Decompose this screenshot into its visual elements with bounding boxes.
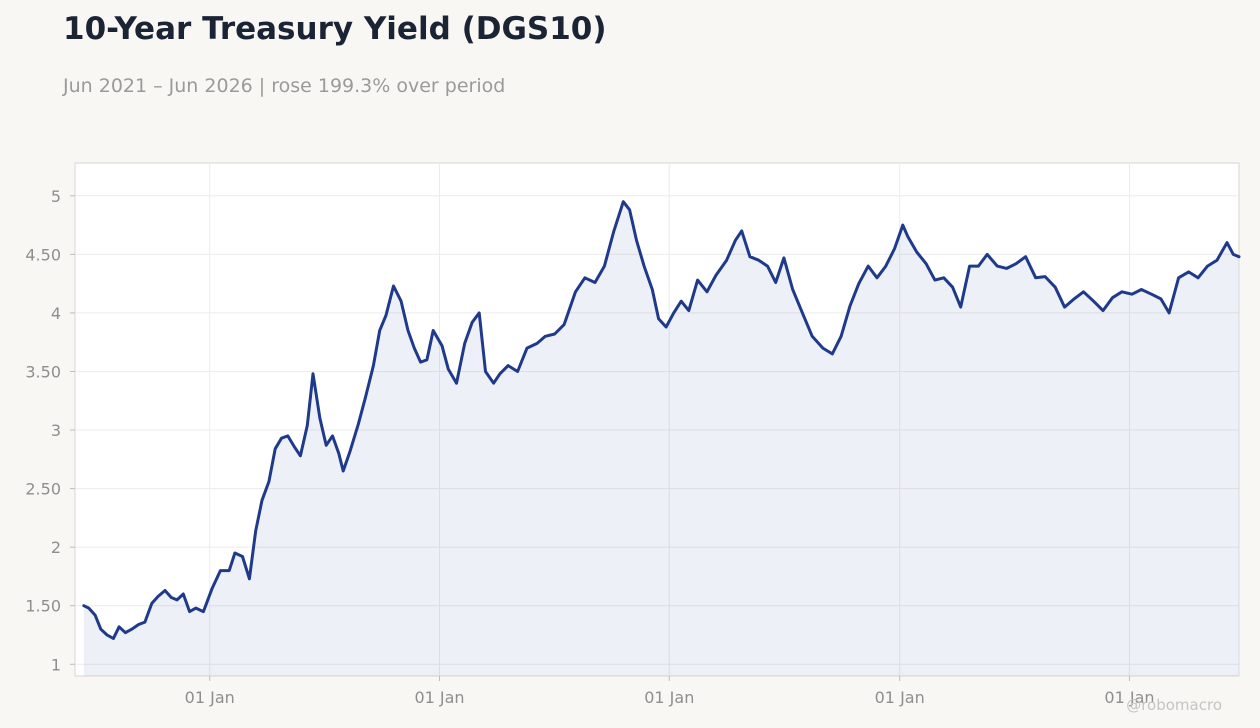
x-tick-label: 01 Jan [1104,688,1154,707]
plot-area [74,162,1240,677]
x-tick-label: 01 Jan [644,688,694,707]
x-axis: 01 Jan 01 Jan 01 Jan 01 Jan 01 Jan [185,676,1155,707]
y-tick-label: 4 [51,304,61,323]
y-tick-label: 2 [51,538,61,557]
y-tick-label: 5 [51,187,61,206]
y-tick-label: 1 [51,655,61,674]
series-line [82,200,1241,640]
chart-subtitle: Jun 2021 – Jun 2026 | rose 199.3% over p… [62,75,505,97]
x-tick-label: 01 Jan [185,688,235,707]
watermark: @robomacro [1126,696,1222,714]
x-tick-label: 01 Jan [875,688,925,707]
y-tick-label: 3.50 [25,362,61,381]
y-tick-label: 4.50 [25,245,61,264]
series-area [83,201,1239,676]
y-tick-label: 2.50 [25,480,61,499]
y-axis: 1 1.50 2 2.50 3 3.50 4 4.50 5 [25,187,75,674]
x-tick-label: 01 Jan [414,688,464,707]
area-layer [83,201,1240,676]
y-tick-label: 3 [51,421,61,440]
grid [75,163,1239,676]
line-layer [82,200,1241,640]
y-tick-label: 1.50 [25,597,61,616]
chart-title: 10-Year Treasury Yield (DGS10) [63,11,607,47]
